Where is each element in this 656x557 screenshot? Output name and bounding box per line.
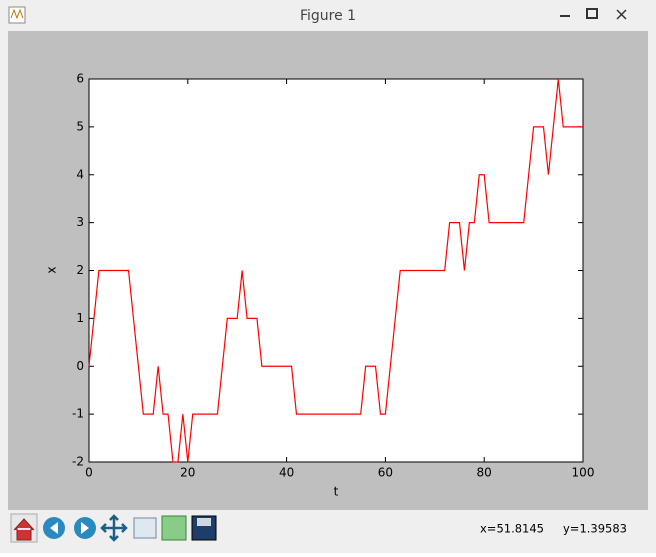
x-tick-label: 60 (378, 466, 393, 480)
status-y: y=1.39583 (563, 522, 627, 536)
save-icon (197, 518, 211, 526)
x-tick-label: 80 (477, 466, 492, 480)
subplots-button[interactable] (161, 515, 187, 541)
y-axis-label: x (45, 266, 59, 273)
x-tick-label: 0 (85, 466, 93, 480)
y-tick-label: 2 (76, 263, 84, 277)
data-line (88, 78, 583, 463)
axes (88, 78, 584, 463)
y-tick-label: -2 (72, 455, 84, 469)
x-tick-label: 40 (279, 466, 294, 480)
pan-button[interactable] (100, 514, 128, 542)
close-button[interactable] (616, 9, 627, 20)
forward-icon (81, 522, 89, 534)
y-tick-label: 6 (76, 72, 84, 86)
x-tick-label: 100 (572, 466, 595, 480)
back-icon (50, 522, 58, 534)
y-tick-label: 4 (76, 167, 84, 181)
x-tick-label: 20 (180, 466, 195, 480)
home-icon (13, 518, 35, 541)
x-axis-label: t (334, 485, 339, 499)
status-x: x=51.8145 (480, 522, 544, 536)
y-tick-label: 5 (76, 119, 84, 133)
window-title: Figure 1 (300, 8, 356, 24)
maximize-button[interactable] (586, 8, 598, 19)
app-icon-glyph (10, 8, 24, 20)
toolbar (10, 513, 217, 543)
y-tick-label: -1 (72, 407, 84, 421)
y-tick-label: 3 (76, 215, 84, 229)
y-tick-label: 0 (76, 359, 84, 373)
zoom-button[interactable] (133, 517, 157, 539)
app-icon (8, 6, 26, 24)
y-tick-label: 1 (76, 311, 84, 325)
